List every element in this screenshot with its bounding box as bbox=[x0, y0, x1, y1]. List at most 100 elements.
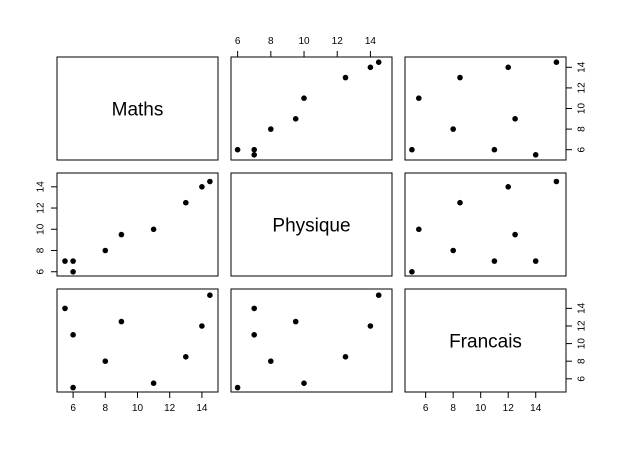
data-point bbox=[532, 152, 539, 158]
data-point bbox=[199, 323, 205, 329]
panel-frame bbox=[56, 56, 219, 161]
data-point bbox=[70, 332, 76, 338]
data-point bbox=[367, 323, 374, 329]
tick-label: 14 bbox=[530, 403, 542, 414]
panel-frame bbox=[56, 288, 219, 393]
x-axis-francais-bottom: 6 8 10 12 14 bbox=[423, 391, 542, 414]
tick-label: 10 bbox=[475, 403, 487, 414]
data-point bbox=[450, 126, 457, 132]
panel-maths-francais bbox=[404, 56, 567, 161]
tick-label: 12 bbox=[164, 403, 176, 414]
data-point bbox=[62, 305, 68, 312]
data-point bbox=[367, 64, 374, 71]
panels: Maths Physique Francais bbox=[56, 56, 567, 393]
tick-label: 8 bbox=[577, 358, 588, 364]
data-point bbox=[70, 269, 76, 275]
tick-label: 8 bbox=[36, 247, 47, 253]
tick-label: 6 bbox=[577, 146, 588, 152]
data-point bbox=[207, 178, 213, 185]
panel-francais-maths bbox=[56, 288, 219, 393]
data-point bbox=[301, 380, 307, 387]
tick-label: 14 bbox=[577, 61, 588, 73]
tick-label: 14 bbox=[365, 36, 377, 47]
data-point bbox=[457, 199, 463, 206]
data-point bbox=[150, 380, 157, 387]
data-point bbox=[207, 292, 213, 299]
x-axis-physique-top: 6 8 10 12 14 bbox=[235, 36, 377, 58]
panel-frame bbox=[404, 56, 567, 161]
panel-physique-francais bbox=[404, 172, 567, 277]
data-point bbox=[118, 231, 125, 238]
data-point bbox=[102, 247, 109, 254]
data-point bbox=[450, 247, 457, 254]
tick-label: 8 bbox=[450, 403, 456, 414]
data-point bbox=[251, 305, 257, 312]
panel-frame bbox=[230, 56, 393, 161]
data-point bbox=[301, 95, 307, 101]
panel-maths-maths: Maths bbox=[56, 56, 219, 161]
tick-label: 14 bbox=[577, 302, 588, 314]
tick-label: 10 bbox=[298, 36, 310, 47]
axes: 6 8 10 12 14 6 8 10 12 14 6 8 10 12 14 6 8 10 12 14 6 8 10 12 14… bbox=[36, 36, 588, 414]
data-point bbox=[553, 59, 560, 65]
data-point bbox=[553, 178, 560, 185]
tick-label: 10 bbox=[577, 338, 588, 350]
data-point bbox=[102, 358, 109, 365]
variable-label-francais: Francais bbox=[449, 332, 522, 353]
tick-label: 6 bbox=[70, 403, 76, 414]
data-point bbox=[491, 146, 498, 153]
tick-label: 8 bbox=[577, 126, 588, 132]
x-axis-maths-bottom: 6 8 10 12 14 bbox=[70, 391, 208, 414]
data-point bbox=[342, 354, 349, 360]
tick-label: 6 bbox=[235, 36, 241, 47]
data-point bbox=[62, 258, 68, 264]
variable-label-physique: Physique bbox=[272, 216, 350, 237]
data-point bbox=[251, 332, 257, 338]
data-point bbox=[416, 226, 422, 233]
data-point bbox=[409, 146, 415, 153]
tick-label: 12 bbox=[577, 82, 588, 94]
tick-label: 12 bbox=[503, 403, 515, 414]
data-point bbox=[70, 384, 76, 391]
data-point bbox=[416, 95, 422, 101]
data-point bbox=[532, 258, 539, 264]
data-point bbox=[150, 226, 157, 233]
y-axis-maths-right: 6 8 10 12 14 bbox=[565, 61, 588, 152]
tick-label: 6 bbox=[577, 376, 588, 382]
panel-frame bbox=[404, 172, 567, 277]
data-point bbox=[457, 74, 463, 81]
data-point bbox=[268, 358, 274, 365]
y-axis-francais-right: 6 8 10 12 14 bbox=[565, 302, 588, 382]
tick-label: 6 bbox=[36, 269, 47, 275]
variable-label-maths: Maths bbox=[112, 100, 164, 121]
data-point bbox=[342, 74, 349, 81]
data-point bbox=[234, 146, 241, 153]
data-point bbox=[375, 59, 382, 65]
tick-label: 12 bbox=[36, 202, 47, 214]
panel-physique-maths bbox=[56, 172, 219, 277]
tick-label: 14 bbox=[196, 403, 208, 414]
data-point bbox=[512, 116, 518, 122]
y-axis-physique-left: 6 8 10 12 14 bbox=[36, 181, 58, 275]
tick-label: 10 bbox=[36, 223, 47, 235]
data-point bbox=[234, 384, 241, 391]
tick-label: 6 bbox=[423, 403, 429, 414]
data-point bbox=[491, 258, 498, 264]
tick-label: 8 bbox=[268, 36, 274, 47]
data-point bbox=[199, 184, 205, 190]
data-point bbox=[183, 354, 189, 360]
data-point bbox=[118, 318, 125, 325]
tick-label: 14 bbox=[36, 181, 47, 193]
panel-frame bbox=[230, 172, 393, 277]
data-point bbox=[409, 269, 415, 275]
panel-frame bbox=[230, 288, 393, 393]
data-point bbox=[268, 126, 274, 132]
panel-francais-francais: Francais bbox=[404, 288, 567, 393]
data-point bbox=[251, 146, 257, 153]
panel-physique-physique: Physique bbox=[230, 172, 393, 277]
data-point bbox=[292, 116, 299, 122]
data-point bbox=[292, 318, 299, 325]
tick-label: 10 bbox=[132, 403, 144, 414]
data-point bbox=[251, 152, 257, 158]
